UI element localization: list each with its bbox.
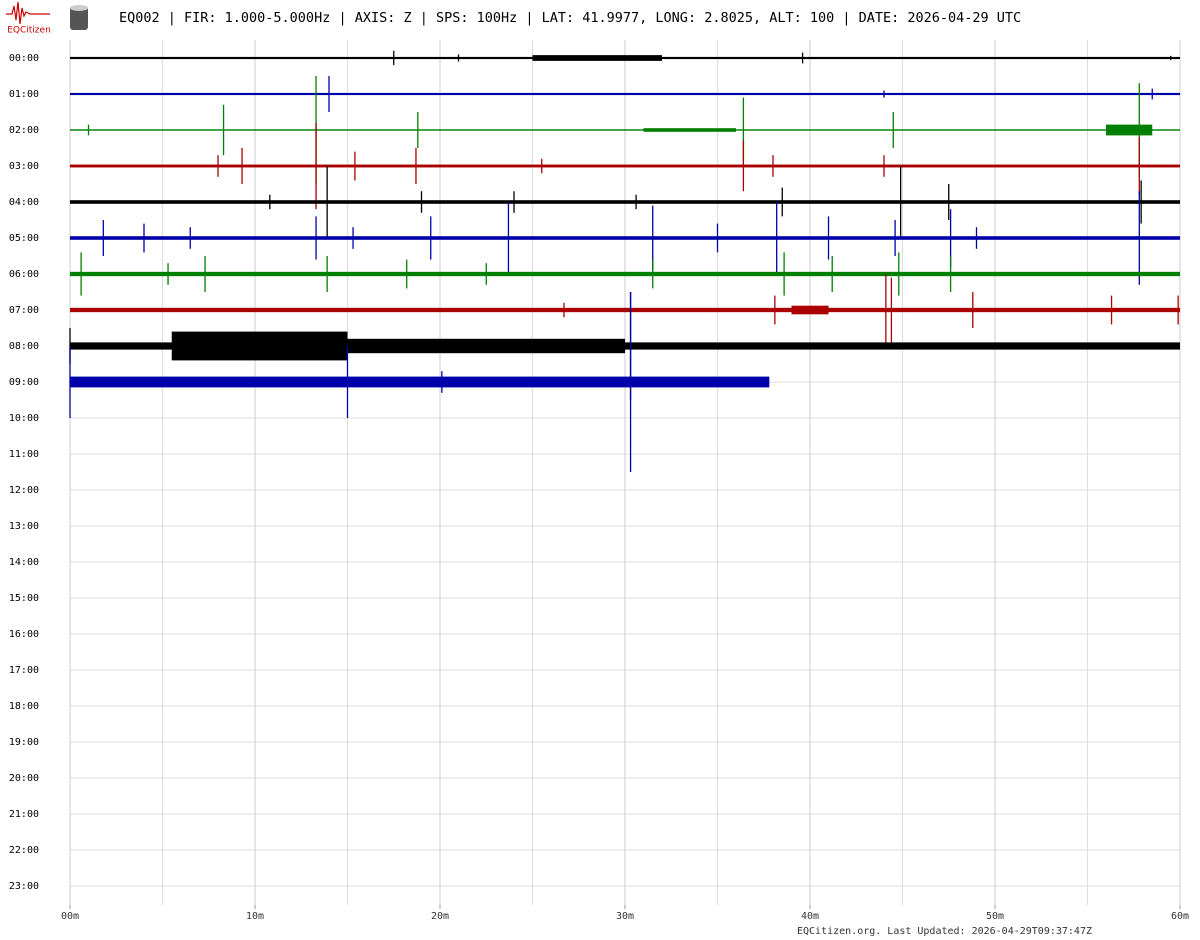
burst [171, 331, 348, 361]
burst [532, 55, 662, 61]
chart-title: EQ002 | FIR: 1.000-5.000Hz | AXIS: Z | S… [119, 10, 1021, 26]
row-label: 13:00 [9, 521, 39, 532]
row-label: 01:00 [9, 89, 39, 100]
row-label: 02:00 [9, 125, 39, 136]
noise-band [70, 236, 1180, 240]
row-label: 08:00 [9, 341, 39, 352]
burst [643, 128, 736, 132]
row-label: 22:00 [9, 845, 39, 856]
row-label: 20:00 [9, 773, 39, 784]
row-label: 23:00 [9, 881, 39, 892]
row-label: 04:00 [9, 197, 39, 208]
logo: EQCitizen [6, 1, 88, 36]
burst [1106, 124, 1153, 136]
row-label: 07:00 [9, 305, 39, 316]
row-label: 14:00 [9, 557, 39, 568]
row-label: 12:00 [9, 485, 39, 496]
row-label: 15:00 [9, 593, 39, 604]
row-label: 16:00 [9, 629, 39, 640]
burst [791, 305, 829, 315]
row-label: 10:00 [9, 413, 39, 424]
row-label: 18:00 [9, 701, 39, 712]
row-label: 05:00 [9, 233, 39, 244]
noise-band [70, 164, 1180, 168]
x-tick-label: 40m [801, 911, 819, 922]
x-tick-label: 30m [616, 911, 634, 922]
row-label: 21:00 [9, 809, 39, 820]
noise-band [70, 376, 770, 388]
logo-text: EQCitizen [7, 26, 51, 36]
noise-band [70, 307, 1180, 313]
x-tick-label: 20m [431, 911, 449, 922]
x-tick-label: 10m [246, 911, 264, 922]
row-label: 06:00 [9, 269, 39, 280]
row-label: 09:00 [9, 377, 39, 388]
x-tick-label: 50m [986, 911, 1004, 922]
noise-band [70, 129, 1180, 131]
footer: EQCitizen.org. Last Updated: 2026-04-29T… [797, 926, 1092, 937]
burst [347, 338, 625, 354]
x-tick-label: 60m [1171, 911, 1189, 922]
row-label: 17:00 [9, 665, 39, 676]
noise-band [70, 200, 1180, 204]
x-tick-label: 00m [61, 911, 79, 922]
noise-band [70, 271, 1180, 277]
row-label: 00:00 [9, 53, 39, 64]
row-label: 11:00 [9, 449, 39, 460]
row-label: 19:00 [9, 737, 39, 748]
noise-band [70, 92, 1180, 96]
row-label: 03:00 [9, 161, 39, 172]
